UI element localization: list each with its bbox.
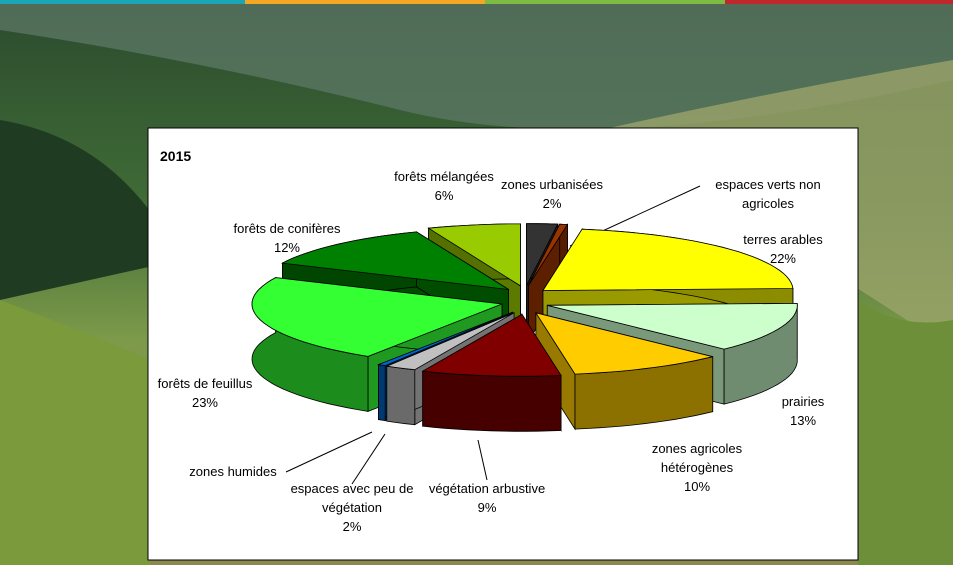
- slice: [421, 313, 562, 377]
- category-label: forêts de feuillus: [157, 376, 253, 391]
- slice: [547, 302, 798, 350]
- slice: [281, 231, 509, 290]
- slice-label: forêts de conifères 12%: [234, 219, 341, 257]
- category-label: zones humides: [189, 464, 277, 479]
- category-label: zones urbanisées: [501, 177, 603, 192]
- slice: [528, 223, 569, 286]
- slice-label: espaces verts non agricoles: [698, 175, 838, 213]
- slice: [376, 311, 513, 367]
- category-label: zones agricoles hétérogènes: [651, 441, 743, 475]
- value-label: 2%: [542, 196, 562, 211]
- slice-label: espaces avec peu de végétation 2%: [282, 479, 422, 536]
- value-label: 9%: [477, 500, 497, 515]
- slice-label: zones agricoles hétérogènes 10%: [627, 439, 767, 496]
- category-label: espaces avec peu de végétation: [290, 481, 414, 515]
- slice-side: [378, 364, 386, 422]
- slice: [535, 312, 713, 375]
- slice-label: terres arables 22%: [743, 230, 822, 268]
- slice-label: végétation arbustive 9%: [429, 479, 545, 517]
- slice-side: [422, 370, 562, 432]
- category-label: forêts de conifères: [233, 221, 341, 236]
- category-label: espaces verts non agricoles: [715, 177, 821, 211]
- category-label: terres arables: [743, 232, 823, 247]
- value-label: 22%: [769, 251, 797, 266]
- slice: [526, 223, 559, 286]
- category-label: forêts mélangées: [394, 169, 494, 184]
- slice: [251, 277, 503, 357]
- slice-label: zones urbanisées 2%: [501, 175, 603, 213]
- slice: [427, 223, 521, 287]
- slice-side: [386, 365, 416, 426]
- value-label: 2%: [342, 519, 362, 534]
- slice-label: forêts mélangées 6%: [394, 167, 494, 205]
- slice-label: forêts de feuillus 23%: [158, 374, 253, 412]
- slice-label: zones humides: [189, 462, 276, 481]
- slice: [385, 312, 515, 371]
- value-label: 13%: [789, 413, 817, 428]
- value-label: 10%: [683, 479, 711, 494]
- value-label: 6%: [434, 188, 454, 203]
- chart-title: 2015: [160, 148, 192, 164]
- value-label: 12%: [273, 240, 301, 255]
- value-label: 23%: [191, 395, 219, 410]
- category-label: prairies: [781, 394, 825, 409]
- slice-label: prairies 13%: [782, 392, 825, 430]
- category-label: végétation arbustive: [428, 481, 546, 496]
- slice: [542, 228, 794, 291]
